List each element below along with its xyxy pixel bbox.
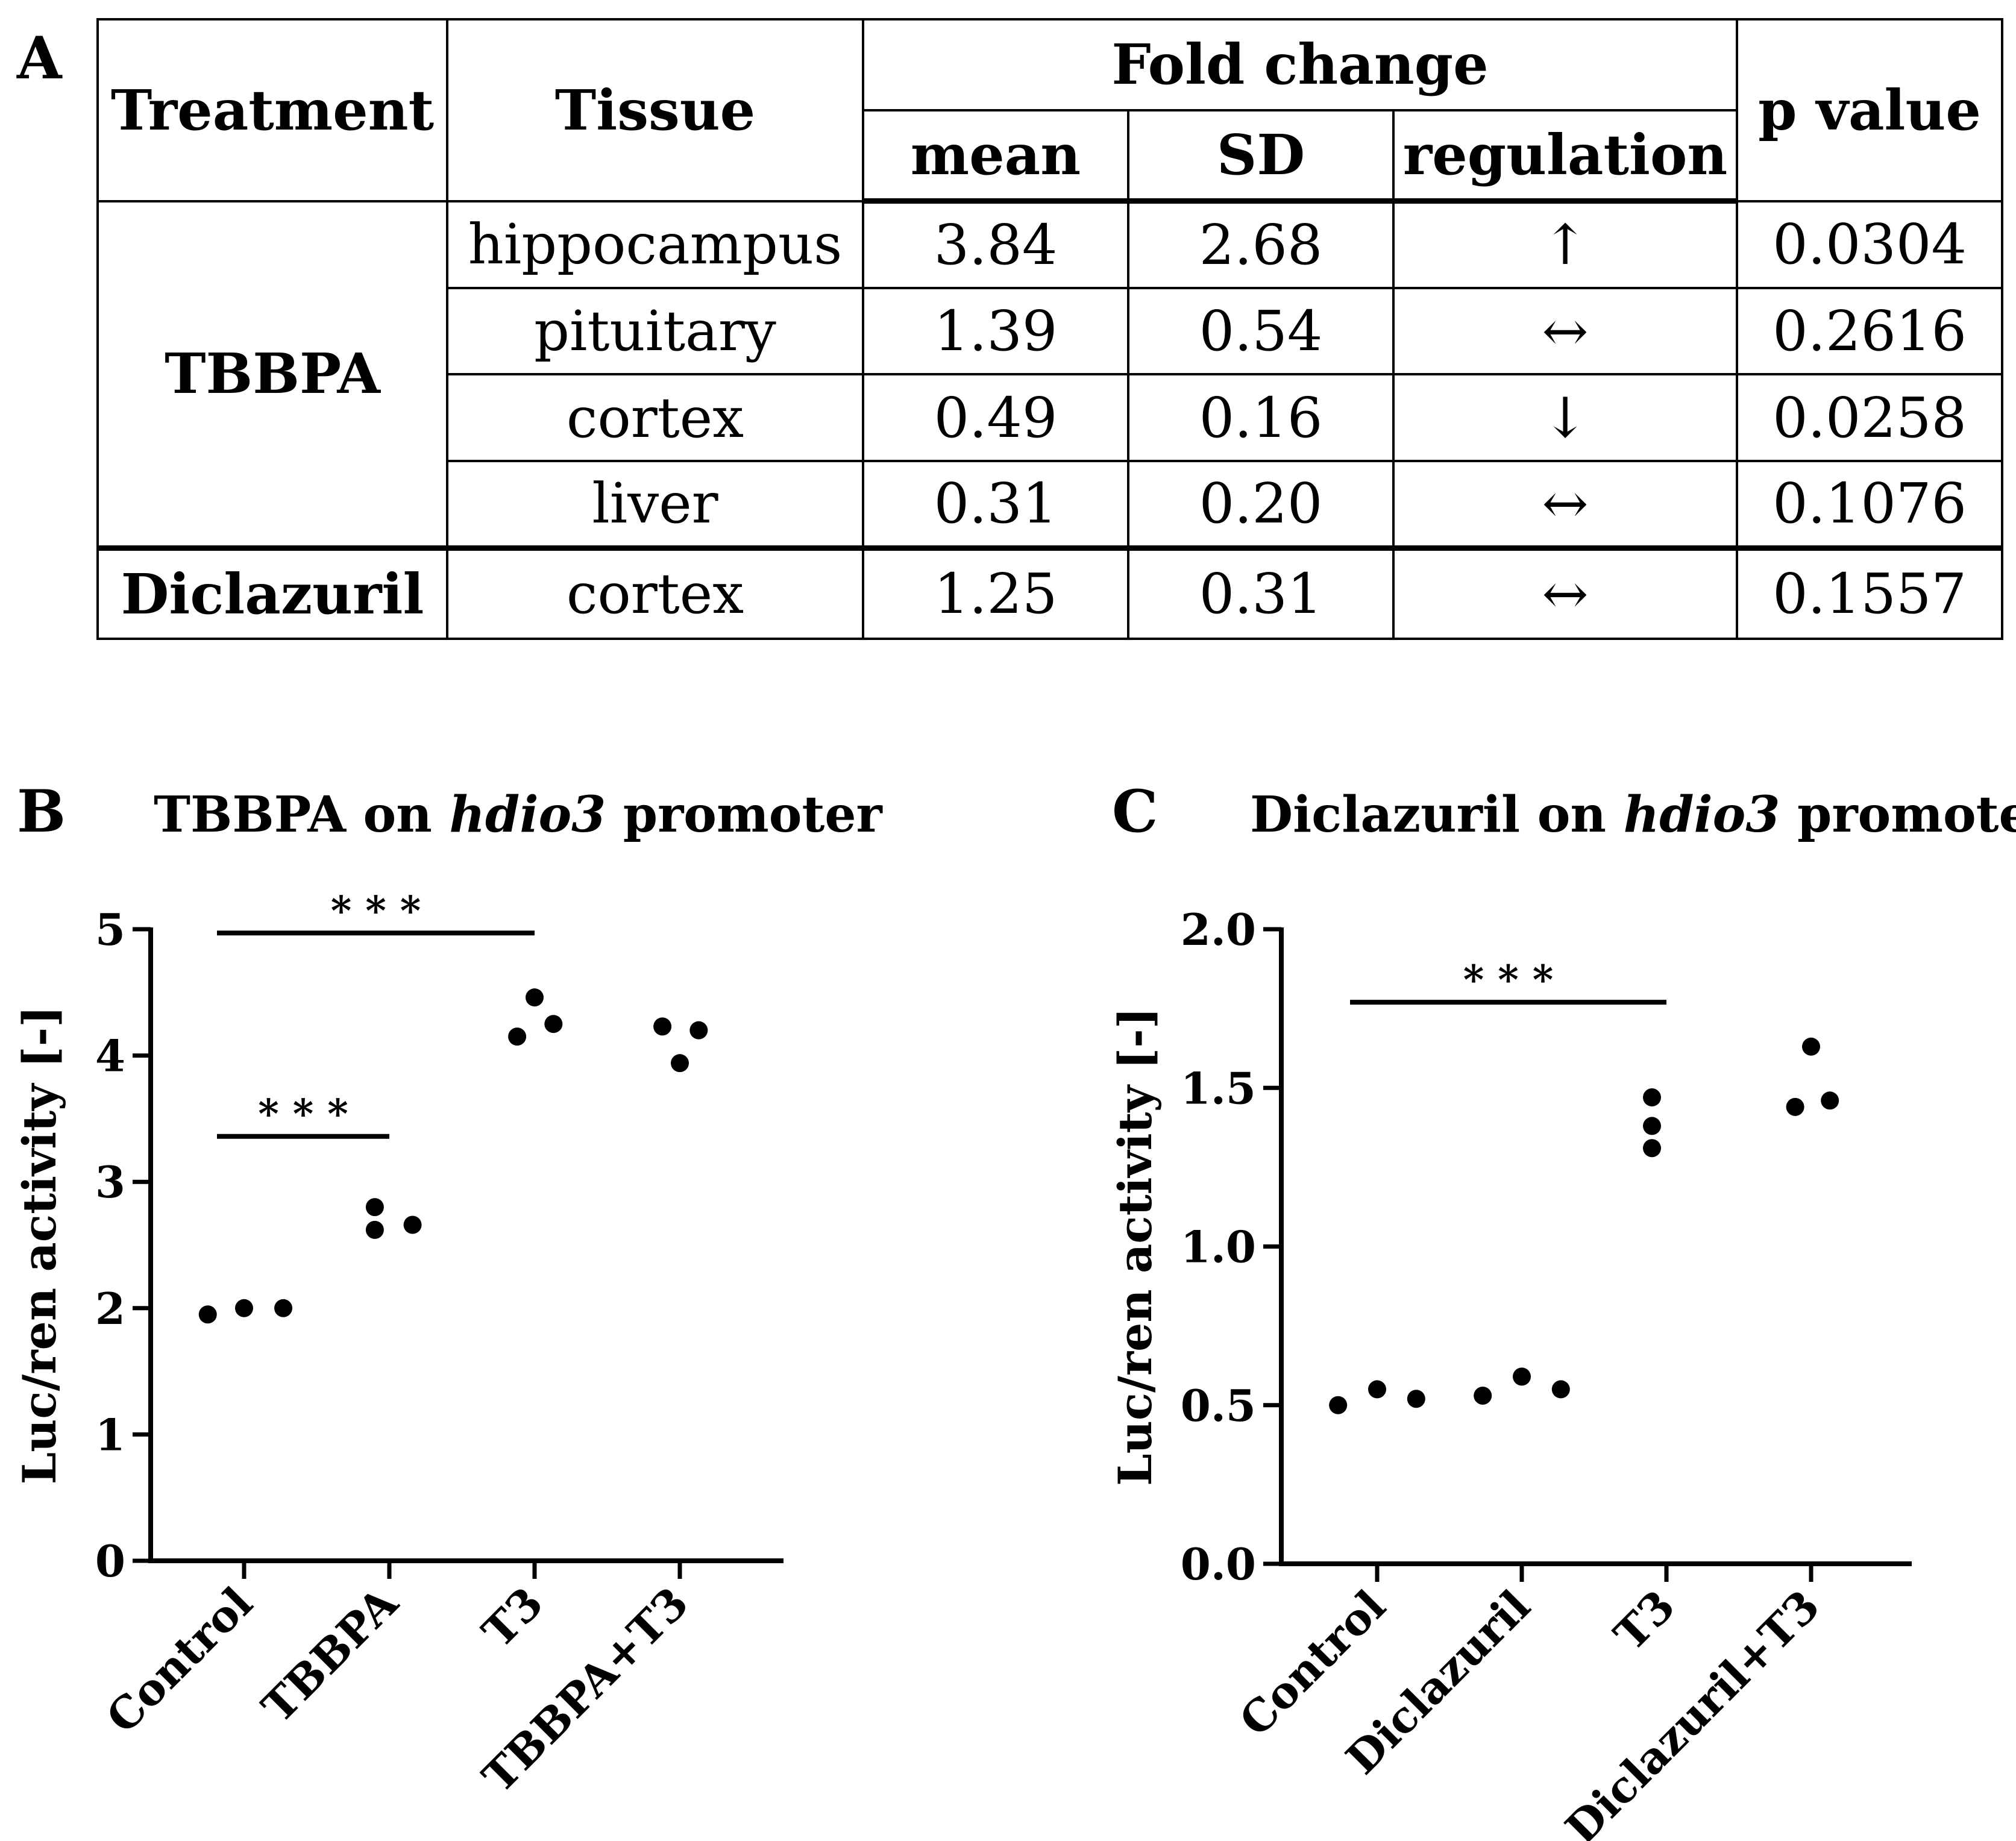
table-row: cortex 0.49 0.16 ↓ 0.0258 bbox=[98, 373, 2004, 463]
y-axis-label: Luc/ren activity [-] bbox=[1108, 1007, 1162, 1486]
data-point bbox=[544, 1015, 563, 1033]
p-value-cell: 0.2616 bbox=[1736, 286, 2004, 376]
y-axis-label: Luc/ren activity [-] bbox=[13, 1006, 66, 1485]
data-point bbox=[1407, 1390, 1425, 1408]
data-point bbox=[1643, 1117, 1661, 1135]
data-point bbox=[1551, 1380, 1570, 1399]
x-tick-label: Diclazuril+T3 bbox=[1556, 1580, 1829, 1841]
data-point bbox=[689, 1021, 708, 1040]
table-row: liver 0.31 0.20 ↔ 0.1076 bbox=[98, 460, 2004, 550]
chart-diclazuril: Diclazuril on hdio3 promoter 0.0 0.5 1.0 1.5… bbox=[1108, 786, 2016, 1841]
p-value-cell: 0.0304 bbox=[1736, 199, 2004, 289]
sd-cell: 2.68 bbox=[1127, 199, 1395, 289]
data-point bbox=[1368, 1380, 1386, 1399]
chart-title-part: Diclazuril on bbox=[1250, 786, 1624, 844]
data-point bbox=[526, 988, 544, 1007]
data-point bbox=[1821, 1091, 1839, 1110]
regulation-cell: ↑ bbox=[1392, 199, 1739, 289]
sd-cell: 0.31 bbox=[1127, 545, 1395, 640]
chart-tbbpa: TBBPA on hdio3 promoter 0 1 2 3 4 5 Luc/ren act… bbox=[13, 786, 884, 1802]
chart-title-part: hdio3 bbox=[449, 786, 606, 844]
tissue-cell: pituitary bbox=[446, 286, 864, 376]
y-tick-label: 3 bbox=[95, 1156, 125, 1208]
data-point bbox=[235, 1299, 253, 1317]
y-tick-label: 2.0 bbox=[1181, 904, 1256, 955]
data-point bbox=[198, 1305, 217, 1324]
table-row: Diclazuril cortex 1.25 0.31 ↔ 0.1557 bbox=[96, 545, 2004, 640]
panel-label-b: B bbox=[17, 777, 66, 845]
panel-label-c: C bbox=[1112, 777, 1158, 845]
mean-cell: 1.25 bbox=[862, 545, 1129, 640]
tissue-cell: hippocampus bbox=[446, 199, 864, 289]
header-sd: SD bbox=[1127, 108, 1395, 204]
p-value-cell: 0.1076 bbox=[1736, 460, 2004, 550]
y-tick-label: 2 bbox=[95, 1283, 125, 1334]
mean-cell: 0.31 bbox=[862, 460, 1129, 550]
y-tick-label: 1 bbox=[95, 1409, 125, 1460]
sd-cell: 0.16 bbox=[1127, 373, 1395, 463]
significance-label: * * * bbox=[258, 1091, 348, 1138]
mean-cell: 0.49 bbox=[862, 373, 1129, 463]
tissue-cell: liver bbox=[446, 460, 864, 550]
y-tick-label: 0 bbox=[95, 1535, 125, 1587]
data-point bbox=[653, 1017, 672, 1036]
x-tick-label: TBBPA bbox=[252, 1576, 408, 1733]
data-point bbox=[365, 1220, 384, 1239]
data-point bbox=[1802, 1037, 1820, 1056]
header-mean: mean bbox=[862, 108, 1129, 204]
x-tick-label: Control bbox=[96, 1577, 262, 1743]
regulation-cell: ↔ bbox=[1392, 460, 1739, 550]
chart-title-part: promoter bbox=[606, 786, 883, 844]
data-point bbox=[403, 1215, 422, 1234]
table-row: pituitary 1.39 0.54 ↔ 0.2616 bbox=[98, 286, 2004, 376]
header-treatment: Treatment bbox=[96, 18, 448, 202]
treatment-cell: Diclazuril bbox=[96, 545, 448, 640]
significance-label: * * * bbox=[1463, 956, 1554, 1003]
regulation-cell: ↔ bbox=[1392, 545, 1739, 640]
header-p-value: p value bbox=[1736, 18, 2004, 202]
data-point bbox=[508, 1027, 527, 1046]
sd-cell: 0.20 bbox=[1127, 460, 1395, 550]
y-tick-label: 0.0 bbox=[1181, 1538, 1256, 1590]
data-point bbox=[671, 1054, 689, 1073]
mean-cell: 1.39 bbox=[862, 286, 1129, 376]
p-value-cell: 0.1557 bbox=[1736, 545, 2004, 640]
data-point bbox=[1643, 1139, 1661, 1158]
y-tick-label: 0.5 bbox=[1181, 1380, 1256, 1431]
data-point bbox=[1786, 1097, 1804, 1116]
regulation-cell: ↓ bbox=[1392, 373, 1739, 463]
chart-title-part: hdio3 bbox=[1624, 786, 1780, 844]
tissue-cell: cortex bbox=[446, 545, 864, 640]
p-value-cell: 0.0258 bbox=[1736, 373, 2004, 463]
panel-label-a: A bbox=[17, 24, 62, 92]
table-row: TBBPA hippocampus 3.84 2.68 ↑ 0.0304 bbox=[96, 199, 2004, 550]
fold-change-table: Treatment Tissue Fold change p value mea… bbox=[96, 18, 2004, 640]
significance-label: * * * bbox=[331, 887, 421, 934]
x-tick-label: T3 bbox=[1604, 1580, 1685, 1660]
data-point bbox=[1513, 1367, 1531, 1386]
treatment-cell: TBBPA bbox=[96, 199, 448, 550]
tissue-cell: cortex bbox=[446, 373, 864, 463]
x-tick-label: T3 bbox=[473, 1577, 553, 1657]
header-regulation: regulation bbox=[1392, 108, 1739, 204]
chart-title-part: TBBPA on bbox=[154, 786, 449, 844]
chart-title: TBBPA on hdio3 promoter bbox=[154, 786, 884, 844]
header-tissue: Tissue bbox=[446, 18, 864, 202]
chart-title-part: promoter bbox=[1780, 786, 2016, 844]
y-tick-label: 5 bbox=[95, 904, 125, 955]
y-tick-label: 1.0 bbox=[1181, 1222, 1256, 1273]
data-point bbox=[1329, 1396, 1348, 1414]
regulation-cell: ↔ bbox=[1392, 286, 1739, 376]
mean-cell: 3.84 bbox=[862, 199, 1129, 289]
data-point bbox=[1643, 1088, 1661, 1107]
data-point bbox=[365, 1198, 384, 1217]
sd-cell: 0.54 bbox=[1127, 286, 1395, 376]
data-point bbox=[1474, 1386, 1492, 1405]
data-point bbox=[274, 1299, 293, 1317]
header-fold-change: Fold change bbox=[861, 18, 1739, 111]
y-tick-label: 1.5 bbox=[1181, 1062, 1256, 1114]
y-tick-label: 4 bbox=[95, 1030, 125, 1082]
chart-title: Diclazuril on hdio3 promoter bbox=[1250, 786, 2016, 844]
